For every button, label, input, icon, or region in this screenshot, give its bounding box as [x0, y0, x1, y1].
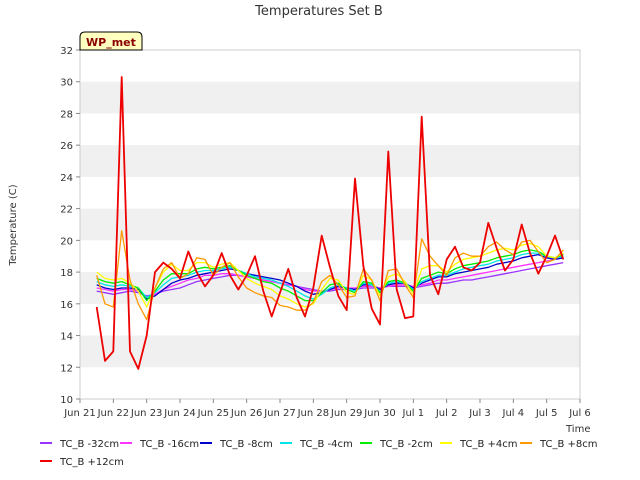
- badge-box: [79, 31, 143, 51]
- series-line: [95, 76, 565, 370]
- y-tick-label: 16: [60, 300, 73, 311]
- legend-label: TC_B -2cm: [379, 439, 433, 450]
- x-tick-label: Jul 3: [468, 408, 491, 419]
- x-tick-label: Jun 26: [230, 408, 263, 419]
- grid-bands: [80, 81, 580, 368]
- grid-band: [80, 145, 580, 177]
- legend-label: TC_B -8cm: [219, 439, 273, 450]
- series-line: [96, 230, 564, 321]
- series-line: [96, 252, 564, 300]
- x-tick-label: Jun 27: [263, 408, 296, 419]
- legend-label: TC_B +12cm: [59, 457, 124, 468]
- x-tick-label: Jun 24: [163, 408, 196, 419]
- badge-label: WP_met: [86, 36, 136, 49]
- y-tick-label: 18: [60, 268, 73, 279]
- x-tick-label: Jun 22: [97, 408, 130, 419]
- x-tick-label: Jul 5: [535, 408, 558, 419]
- legend-label: TC_B +8cm: [539, 439, 598, 450]
- x-tick-label: Jul 4: [502, 408, 525, 419]
- y-tick-label: 22: [60, 205, 73, 216]
- y-tick-label: 24: [60, 173, 73, 184]
- grid-band: [80, 335, 580, 368]
- y-tick-label: 14: [60, 332, 73, 343]
- y-tick-label: 12: [60, 363, 73, 374]
- x-tick-label: Jul 2: [435, 408, 458, 419]
- legend-label: TC_B -32cm: [59, 439, 119, 450]
- legend-label: TC_B +4cm: [459, 439, 518, 450]
- grid-band: [80, 81, 580, 114]
- series-lines: [95, 76, 565, 370]
- y-tick-label: 20: [60, 236, 73, 247]
- x-tick-label: Jun 25: [197, 408, 230, 419]
- chart-title: Temperatures Set B: [254, 4, 383, 19]
- x-axis-label: Time: [565, 424, 590, 435]
- y-tick-label: 32: [60, 46, 73, 57]
- x-tick-label: Jun 28: [297, 408, 330, 419]
- x-tick-label: Jul 1: [402, 408, 425, 419]
- y-axis: 10 12 14 16 18 20 22 24 26 28 30 32: [60, 46, 80, 406]
- plot-frame: [79, 49, 581, 400]
- x-tick-label: Jun 23: [130, 408, 163, 419]
- legend-label: TC_B -16cm: [139, 439, 199, 450]
- series-line: [96, 249, 564, 302]
- y-tick-label: 10: [60, 395, 73, 406]
- legend-label: TC_B -4cm: [299, 439, 353, 450]
- series-line: [96, 261, 564, 297]
- y-axis-label: Temperature (C): [8, 184, 19, 266]
- grid-band: [80, 208, 580, 241]
- x-tick-label: Jun 21: [63, 408, 96, 419]
- legend: TC_B -32cm TC_B -16cm TC_B -8cm TC_B -4cm TC…: [40, 439, 598, 468]
- y-tick-label: 30: [60, 78, 73, 89]
- x-axis: Jun 21 Jun 22 Jun 23 Jun 24 Jun 25 Jun 26 Jun …: [63, 399, 591, 419]
- station-badge: WP_met: [79, 31, 143, 51]
- series-line: [96, 253, 564, 300]
- y-tick-label: 28: [60, 109, 73, 120]
- x-tick-label: Jun 30: [363, 408, 396, 419]
- x-tick-label: Jul 6: [568, 408, 591, 419]
- series-line: [96, 242, 564, 308]
- x-tick-label: Jun 29: [330, 408, 363, 419]
- y-tick-label: 26: [60, 141, 73, 152]
